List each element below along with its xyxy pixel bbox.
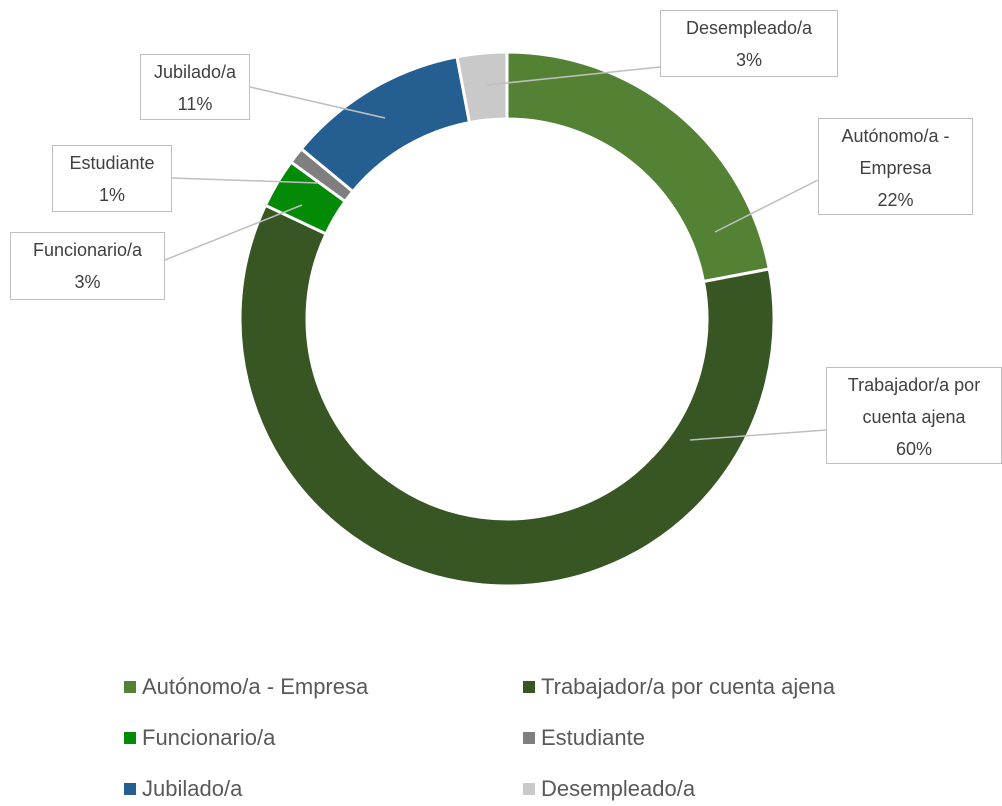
legend-entry: Trabajador/a por cuenta ajena [523, 674, 835, 700]
leader-line [171, 177, 319, 184]
data-label: Estudiante 1% [52, 145, 172, 212]
label-value: 3% [74, 272, 101, 292]
label-value: 3% [735, 50, 762, 70]
legend-swatch [124, 732, 136, 744]
label-category: Jubilado/a [153, 62, 237, 82]
label-value: 1% [98, 185, 125, 205]
legend-label: Funcionario/a [142, 725, 276, 750]
label-value: 11% [177, 94, 213, 114]
legend-label: Trabajador/a por cuenta ajena [541, 674, 835, 699]
legend-swatch [124, 681, 136, 693]
legend-label: Desempleado/a [541, 776, 696, 801]
donut-slice [299, 54, 472, 194]
leader-line [164, 204, 303, 261]
legend-entry: Jubilado/a [124, 776, 242, 802]
label-category: Funcionario/a [32, 240, 143, 260]
legend-label: Jubilado/a [142, 776, 243, 801]
leader-line [714, 179, 819, 233]
legend-swatch [523, 783, 535, 795]
legend-entry: Estudiante [523, 725, 645, 751]
label-value: 60% [895, 439, 933, 459]
legend-label: Autónomo/a - Empresa [142, 674, 369, 699]
leader-line [486, 66, 661, 86]
legend-entry: Autónomo/a - Empresa [124, 674, 368, 700]
legend-entry: Desempleado/a [523, 776, 695, 802]
data-label: Funcionario/a 3% [10, 232, 165, 300]
data-label: Jubilado/a 11% [140, 54, 250, 120]
donut-slice [238, 203, 776, 588]
legend-entry: Funcionario/a [124, 725, 275, 751]
data-label: Trabajador/a por cuenta ajena 60% [826, 367, 1002, 464]
donut-slice [455, 50, 509, 125]
label-category: Estudiante [69, 153, 155, 173]
legend-swatch [523, 681, 535, 693]
data-label: Autónomo/a - Empresa 22% [818, 118, 973, 215]
label-category: Desempleado/a [685, 18, 813, 38]
leader-line [689, 429, 827, 441]
legend-swatch [124, 783, 136, 795]
data-label: Desempleado/a 3% [660, 10, 838, 77]
label-value: 22% [877, 190, 914, 210]
legend-swatch [523, 732, 535, 744]
legend-label: Estudiante [541, 725, 645, 750]
label-category: Trabajador/a por cuenta ajena [847, 375, 981, 427]
leader-line [249, 86, 386, 119]
label-category: Autónomo/a - Empresa [841, 126, 950, 178]
donut-slice [505, 50, 772, 284]
